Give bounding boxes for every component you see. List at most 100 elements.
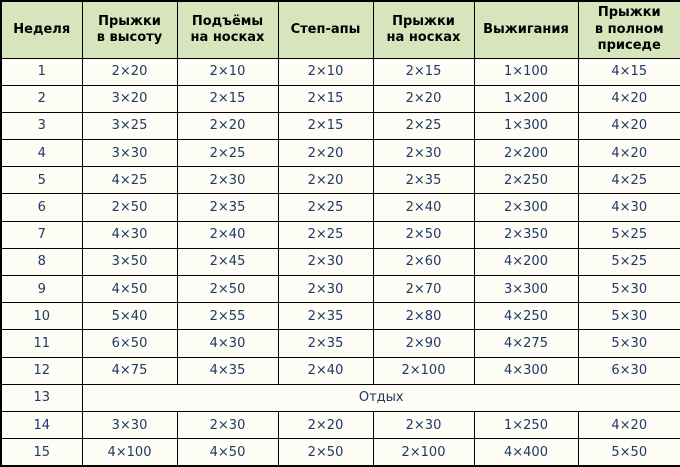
value-cell: 2×30 xyxy=(176,166,279,195)
value-cell: 2×45 xyxy=(176,247,279,277)
value-cell: 2×20 xyxy=(372,84,475,113)
value-cell: 2×40 xyxy=(277,356,374,385)
table-row-week-7: 7 4×30 2×40 2×25 2×50 2×350 5×25 xyxy=(0,220,680,249)
value-cell: 2×60 xyxy=(372,247,475,277)
value-cell: 4×275 xyxy=(473,329,579,358)
value-cell: 2×15 xyxy=(176,84,279,113)
table-row-week-8: 8 3×50 2×45 2×30 2×60 4×200 5×25 xyxy=(0,247,680,277)
value-cell: 4×35 xyxy=(176,356,279,385)
value-cell: 2×30 xyxy=(372,139,475,168)
column-header-1: Прыжки в высоту xyxy=(81,0,178,59)
value-cell: 2×300 xyxy=(473,193,579,222)
week-cell: 7 xyxy=(0,220,83,249)
column-header-5: Выжигания xyxy=(473,0,579,59)
column-header-3: Степ-апы xyxy=(277,0,374,59)
value-cell: 4×250 xyxy=(473,302,579,331)
column-header-4: Прыжки на носках xyxy=(372,0,475,59)
value-cell: 2×20 xyxy=(277,139,374,168)
week-cell: 3 xyxy=(0,111,83,141)
value-cell: 4×30 xyxy=(81,220,178,249)
value-cell: 2×15 xyxy=(277,84,374,113)
value-cell: 2×30 xyxy=(277,247,374,277)
value-cell: 2×35 xyxy=(277,302,374,331)
value-cell: 4×25 xyxy=(81,166,178,195)
table-body: 1 2×20 2×10 2×10 2×15 1×100 4×15 2 3×20 2×15 2×15 2… xyxy=(0,57,680,467)
value-cell: 4×400 xyxy=(473,438,579,467)
column-header-2: Подъёмы на носках xyxy=(176,0,279,59)
value-cell: 4×25 xyxy=(577,166,680,195)
value-cell: 3×30 xyxy=(81,410,178,440)
value-cell: 2×30 xyxy=(277,274,374,304)
column-header-6: Прыжки в полном приседе xyxy=(577,0,680,59)
value-cell: 4×30 xyxy=(176,329,279,358)
value-cell: 4×75 xyxy=(81,356,178,385)
value-cell: 2×100 xyxy=(372,438,475,467)
value-cell: 4×50 xyxy=(176,438,279,467)
table-row-week-15: 15 4×100 4×50 2×50 2×100 4×400 5×50 xyxy=(0,438,680,467)
value-cell: 2×40 xyxy=(176,220,279,249)
value-cell: 2×20 xyxy=(81,57,178,86)
value-cell: 6×50 xyxy=(81,329,178,358)
value-cell: 2×250 xyxy=(473,166,579,195)
value-cell: 3×300 xyxy=(473,274,579,304)
week-cell: 15 xyxy=(0,438,83,467)
value-cell: 2×50 xyxy=(81,193,178,222)
value-cell: 2×50 xyxy=(176,274,279,304)
value-cell: 2×90 xyxy=(372,329,475,358)
column-header-0: Неделя xyxy=(0,0,83,59)
value-cell: 2×15 xyxy=(277,111,374,141)
value-cell: 2×35 xyxy=(277,329,374,358)
value-cell: 2×20 xyxy=(277,166,374,195)
week-cell: 4 xyxy=(0,139,83,168)
value-cell: 3×50 xyxy=(81,247,178,277)
value-cell: 2×35 xyxy=(176,193,279,222)
value-cell: 2×20 xyxy=(176,111,279,141)
value-cell: 2×30 xyxy=(372,410,475,440)
value-cell: 2×55 xyxy=(176,302,279,331)
value-cell: 5×30 xyxy=(577,302,680,331)
value-cell: 2×35 xyxy=(372,166,475,195)
value-cell: 5×30 xyxy=(577,329,680,358)
value-cell: 3×25 xyxy=(81,111,178,141)
table-row-week-12: 12 4×75 4×35 2×40 2×100 4×300 6×30 xyxy=(0,356,680,385)
rest-cell: Отдых xyxy=(81,383,680,412)
week-cell: 9 xyxy=(0,274,83,304)
value-cell: 4×300 xyxy=(473,356,579,385)
table-row-week-4: 4 3×30 2×25 2×20 2×30 2×200 4×20 xyxy=(0,139,680,168)
value-cell: 1×250 xyxy=(473,410,579,440)
value-cell: 4×20 xyxy=(577,139,680,168)
value-cell: 4×20 xyxy=(577,410,680,440)
value-cell: 2×25 xyxy=(277,220,374,249)
header-row: Неделя Прыжки в высоту Подъёмы на носках Ст… xyxy=(0,0,680,59)
value-cell: 2×50 xyxy=(277,438,374,467)
value-cell: 6×30 xyxy=(577,356,680,385)
value-cell: 5×40 xyxy=(81,302,178,331)
value-cell: 2×25 xyxy=(176,139,279,168)
table-row-week-11: 11 6×50 4×30 2×35 2×90 4×275 5×30 xyxy=(0,329,680,358)
value-cell: 2×200 xyxy=(473,139,579,168)
week-cell: 5 xyxy=(0,166,83,195)
week-cell: 6 xyxy=(0,193,83,222)
value-cell: 2×80 xyxy=(372,302,475,331)
value-cell: 2×25 xyxy=(277,193,374,222)
table-row-week-3: 3 3×25 2×20 2×15 2×25 1×300 4×20 xyxy=(0,111,680,141)
value-cell: 4×200 xyxy=(473,247,579,277)
value-cell: 2×15 xyxy=(372,57,475,86)
week-cell: 10 xyxy=(0,302,83,331)
value-cell: 2×20 xyxy=(277,410,374,440)
value-cell: 2×25 xyxy=(372,111,475,141)
week-cell: 14 xyxy=(0,410,83,440)
table-row-week-5: 5 4×25 2×30 2×20 2×35 2×250 4×25 xyxy=(0,166,680,195)
value-cell: 2×100 xyxy=(372,356,475,385)
table-row-week-10: 10 5×40 2×55 2×35 2×80 4×250 5×30 xyxy=(0,302,680,331)
table-row-week-14: 14 3×30 2×30 2×20 2×30 1×250 4×20 xyxy=(0,410,680,440)
value-cell: 2×70 xyxy=(372,274,475,304)
value-cell: 1×300 xyxy=(473,111,579,141)
value-cell: 2×50 xyxy=(372,220,475,249)
value-cell: 1×200 xyxy=(473,84,579,113)
value-cell: 2×40 xyxy=(372,193,475,222)
value-cell: 4×100 xyxy=(81,438,178,467)
table-row-week-9: 9 4×50 2×50 2×30 2×70 3×300 5×30 xyxy=(0,274,680,304)
table-row-week-1: 1 2×20 2×10 2×10 2×15 1×100 4×15 xyxy=(0,57,680,86)
